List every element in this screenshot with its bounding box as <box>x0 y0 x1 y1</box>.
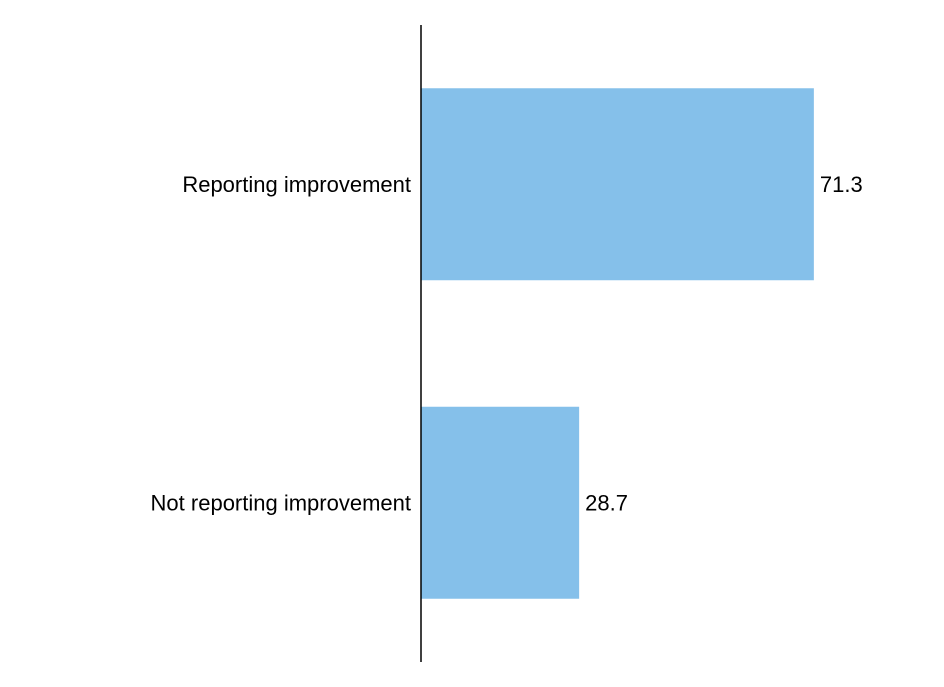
category-labels-group: Reporting improvement Not reporting impro… <box>151 172 411 516</box>
category-label: Reporting improvement <box>182 172 411 197</box>
bar-1 <box>421 88 814 281</box>
value-label: 71.3 <box>820 172 863 197</box>
bar-2 <box>421 406 580 599</box>
bars-group <box>421 88 814 599</box>
value-labels-group: 71.3 28.7 <box>585 172 863 516</box>
category-label: Not reporting improvement <box>151 490 411 515</box>
value-label: 28.7 <box>585 490 628 515</box>
